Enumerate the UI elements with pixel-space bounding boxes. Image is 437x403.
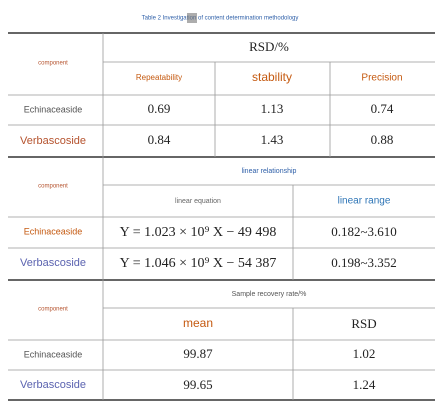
cell: Y = 1.046 × 10⁹ X − 54 387 xyxy=(120,256,277,271)
column-header: Precision xyxy=(361,73,402,84)
cell: 99.65 xyxy=(183,377,212,392)
column-header: Repeatability xyxy=(136,73,182,82)
column-header: linear range xyxy=(338,196,391,207)
column-header: mean xyxy=(183,316,213,330)
row-label: Echinaceaside xyxy=(24,104,83,114)
cell: 0.74 xyxy=(371,101,394,116)
component-label: component xyxy=(38,184,68,190)
cell: 1.02 xyxy=(353,346,376,361)
cell: 0.69 xyxy=(148,101,171,116)
column-header: RSD xyxy=(351,316,376,331)
cell: 1.13 xyxy=(261,101,284,116)
row-label: Verbascoside xyxy=(20,257,86,269)
cell: 0.198~3.352 xyxy=(331,255,397,270)
cell: 0.88 xyxy=(371,132,394,147)
icon xyxy=(187,13,197,23)
cell: 0.182~3.610 xyxy=(331,224,397,239)
cell: 0.84 xyxy=(148,132,171,147)
row-label: Verbascoside xyxy=(20,379,86,391)
column-header: stability xyxy=(252,70,292,84)
table-title: Table 2 Investigation of content determi… xyxy=(142,16,299,22)
cell: 99.87 xyxy=(183,346,213,361)
cell: Y = 1.023 × 10⁹ X − 49 498 xyxy=(120,225,277,240)
component-label: component xyxy=(38,61,68,67)
component-label: component xyxy=(38,307,68,313)
column-header: linear equation xyxy=(175,198,221,205)
row-label: Verbascoside xyxy=(20,135,86,147)
table-lines xyxy=(8,32,435,401)
section-header: linear relationship xyxy=(242,168,297,175)
section-header: Sample recovery rate/% xyxy=(232,291,307,298)
cell: 1.43 xyxy=(261,132,284,147)
row-label: Echinaceaside xyxy=(24,349,83,359)
section-header: RSD/% xyxy=(249,39,289,54)
cell: 1.24 xyxy=(353,377,376,392)
row-label: Echinaceaside xyxy=(24,226,83,236)
